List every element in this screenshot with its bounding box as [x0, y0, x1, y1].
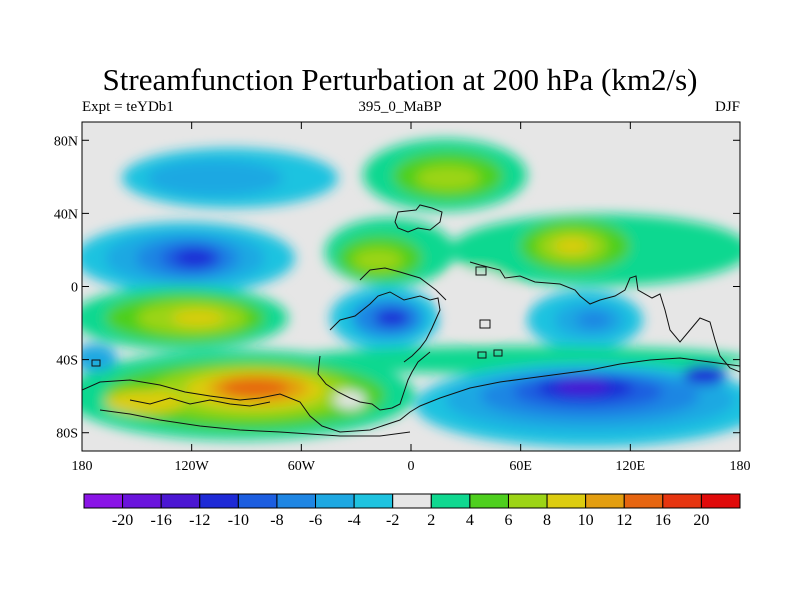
asia-high-core [554, 238, 590, 254]
colorbar-swatch [623, 493, 664, 509]
colorbar-swatch [546, 493, 587, 509]
island-5 [91, 359, 101, 367]
contour-field [82, 122, 740, 451]
colorbar-swatch [122, 493, 162, 509]
island-1 [475, 266, 487, 276]
coastlines [82, 204, 740, 437]
africa-outline [359, 267, 447, 301]
colorbar-label: 12 [616, 512, 632, 529]
island-3 [493, 349, 503, 357]
north-america-outline [394, 204, 443, 233]
x-tick-label: 60E [509, 459, 532, 474]
colorbar-label: -8 [270, 512, 283, 529]
neutral-patch-1 [334, 391, 366, 409]
y-tick-label: 80N [54, 134, 78, 149]
x-tick-label: 180 [730, 459, 751, 474]
sh-pacific-secondary [105, 390, 185, 414]
colorbar-label: -16 [151, 512, 172, 529]
plot-title: Streamfunction Perturbation at 200 hPa (… [102, 62, 698, 97]
colorbar-label: 2 [427, 512, 435, 529]
colorbar-label: 6 [504, 512, 512, 529]
colorbar-swatch [469, 493, 509, 509]
x-tick-label: 0 [408, 459, 415, 474]
atlantic-high-inner [353, 249, 403, 271]
s-indian-low-6 [556, 379, 608, 393]
colorbar-label: -4 [347, 512, 360, 529]
neutral-patch-2 [445, 270, 515, 330]
colorbar-swatch [315, 493, 355, 509]
se-pacific-low [683, 365, 727, 385]
colorbar-label: -6 [309, 512, 322, 529]
island-2 [477, 351, 487, 359]
colorbar-label: 20 [693, 512, 709, 529]
pacific-low-core [175, 249, 215, 267]
colorbar-swatch [83, 493, 124, 509]
colorbar-swatch [353, 493, 394, 509]
north-pacific-low-inner [147, 160, 283, 196]
colorbar-label: -10 [228, 512, 249, 529]
colorbar-label: -20 [112, 512, 133, 529]
colorbar-swatch [430, 493, 471, 509]
south-america-outline [329, 291, 441, 363]
colorbar-swatch [392, 493, 432, 509]
colorbar-label: 16 [655, 512, 671, 529]
americas-outline [317, 351, 431, 411]
colorbar-swatch [160, 493, 201, 509]
y-tick-label: 40S [56, 354, 78, 369]
sh-high-band-core [221, 379, 289, 397]
far-west-low [82, 344, 117, 372]
colorbar-label: 10 [578, 512, 594, 529]
indian-low-core [576, 311, 612, 329]
colorbar: -20 -16 -12 -10 -8 -6 -4 -2 2 4 6 8 10 12 16 20 [83, 493, 741, 529]
colorbar-swatch [199, 493, 239, 509]
x-tick-label: 120E [616, 459, 646, 474]
colorbar-swatch [237, 493, 278, 509]
y-tick-label: 0 [71, 281, 78, 296]
pacific-islands [129, 397, 271, 407]
axis-ticks: 180 120W 60W 0 60E 120E 180 80N 40N 0 40S 80S [54, 122, 751, 474]
colorbar-swatch [585, 493, 625, 509]
x-tick-label: 180 [72, 459, 93, 474]
experiment-label: Expt = teYDb1 [82, 99, 174, 115]
europe-high-inner [416, 166, 480, 190]
y-tick-label: 80S [56, 427, 78, 442]
period-label: 395_0_MaBP [358, 99, 442, 115]
colorbar-swatch [276, 493, 317, 509]
season-label: DJF [714, 99, 740, 115]
s-atlantic-low-core [374, 309, 410, 327]
x-tick-label: 120W [175, 459, 210, 474]
colorbar-label: -12 [189, 512, 210, 529]
colorbar-label: -2 [386, 512, 399, 529]
y-tick-label: 40N [54, 207, 78, 222]
antarctic-shelf [99, 409, 411, 437]
eurasia-outline [469, 261, 740, 373]
colorbar-label: 4 [466, 512, 474, 529]
colorbar-swatch [700, 493, 741, 509]
colorbar-swatch [662, 493, 702, 509]
island-4 [479, 319, 491, 329]
sh-pacific-high-4 [172, 310, 224, 326]
x-tick-label: 60W [288, 459, 316, 474]
colorbar-swatch [507, 493, 548, 509]
colorbar-label: 8 [543, 512, 551, 529]
antarctica-outline [82, 357, 740, 433]
